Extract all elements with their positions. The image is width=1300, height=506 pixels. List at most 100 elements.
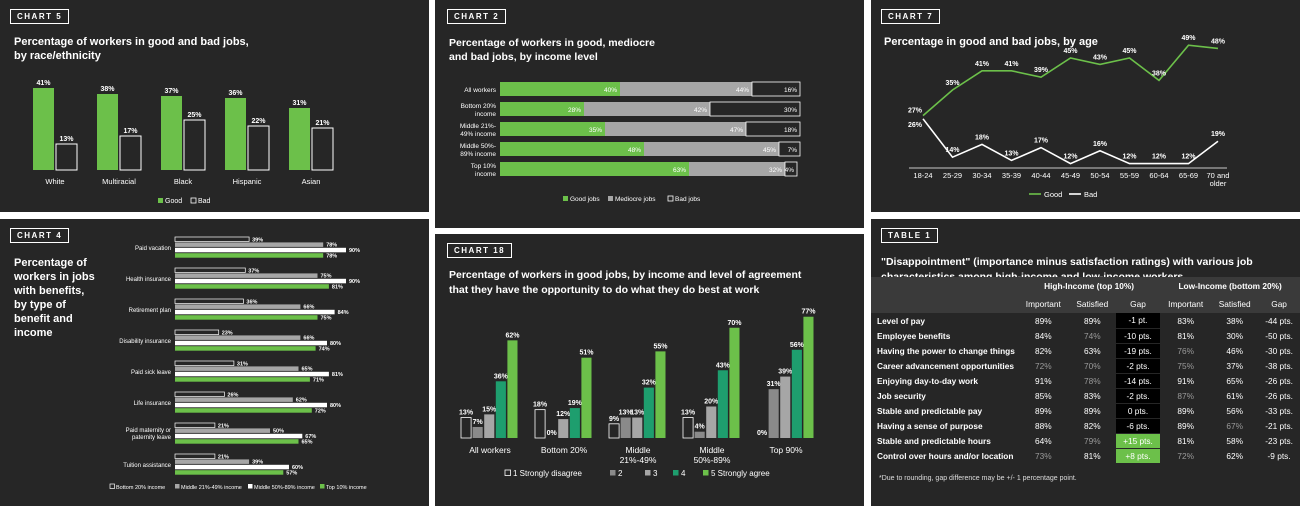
table1-cell: 89% [1084,315,1101,326]
chart4-bar-middle-low-3 [175,335,301,340]
chart7-value-label: 45% [1122,48,1137,55]
table1-cell: 89% [1035,315,1052,326]
table1-gap-high: +8 pts. [1115,448,1161,464]
table1-cell: 85% [1035,390,1052,401]
table-row: Stable and predictable hours 64% 79% +15 pt… [871,433,1300,449]
chart18-value-label: 39% [778,369,793,376]
chart7-title-line1: Percentage in good and bad jobs, by age [884,36,1098,48]
chart18-legend-3: 3 [653,469,658,478]
chart4-bar-bottom-1 [174,267,246,273]
chart4-value-label: 66% [303,336,314,342]
table1-column-header: Satisfied [1211,295,1259,313]
chart5-tag: CHART 5 [10,9,70,24]
chart4-category-label: Paid maternity or [126,428,171,434]
table1-gap-low: -26 pts. [1265,390,1293,401]
chart4-value-label: 39% [252,237,263,243]
table1-row-label: Having a sense of purpose [877,420,983,431]
table1-column-header: Gap [1258,295,1300,313]
table1-cell: 37% [1226,360,1243,371]
table1-gap-high: -2 pts. [1115,388,1161,404]
chart18-legend-swatch-4 [673,470,679,476]
chart18-value-label: 56% [790,342,805,349]
table1-cell: 84% [1035,330,1052,341]
chart7-value-label: 41% [975,61,990,68]
chart2-value-label: 28% [568,107,581,114]
chart18-bar-2-4 [768,389,779,438]
chart4-category-label: Tuition assistance [123,463,171,469]
chart18-value-label: 18% [533,402,548,409]
chart4-legend-swatch-top [320,484,325,489]
table-row: Having the power to change things 82% 63% -… [871,343,1300,359]
chart4-bar-bottom-2 [174,298,244,304]
chart5-value-label: 36% [228,90,243,97]
chart5-value-label: 25% [187,112,202,119]
chart4-category-label: Life insurance [134,401,172,407]
chart5-title-line2: by race/ethnicity [14,50,101,62]
chart2-bar-mediocre-3 [644,142,779,156]
chart18-value-label: 13% [681,410,696,417]
chart2-value-label: 42% [694,107,707,114]
chart7-value-label: 41% [1004,61,1019,68]
chart5-bar-bad-0 [55,143,78,171]
chart2-panel: CHART 2 Percentage of workers in good, m… [435,0,864,228]
table1-cell: 81% [1177,435,1194,446]
chart2-value-label: 47% [730,127,743,134]
chart7-value-label: 27% [908,108,923,115]
table1-panel: TABLE 1 "Disappointment" (importance min… [871,219,1300,506]
chart7-value-label: 39% [1034,67,1049,74]
chart18-bar-4-0 [495,381,506,438]
chart18-legend-swatch-1 [504,469,511,476]
chart2-category-label: 49% income [460,131,496,138]
chart18-value-label: 31% [767,381,782,388]
chart7-value-label: 12% [1122,154,1137,161]
chart2-value-label: 48% [628,147,641,154]
chart2-value-label: 32% [769,167,782,174]
chart7-category-label: 65-69 [1179,171,1198,180]
chart4-bar-middle-high-0 [175,247,346,253]
chart18-bar-1-0 [460,417,472,439]
chart18-category-label: All workers [469,445,511,455]
chart18-bar-3-0 [484,414,495,438]
table1-gap-high: -6 pts. [1115,418,1161,434]
chart5-category-label: White [45,177,64,186]
chart5-value-label: 41% [36,80,51,87]
table1-cell: 89% [1177,420,1194,431]
table1-cell: 91% [1035,375,1052,386]
table1-column-header: Important [1160,295,1212,313]
chart18-bar-4-3 [717,370,728,438]
table1-cell: 89% [1177,405,1194,416]
chart18-legend-1: 1 Strongly disagree [513,469,582,478]
table1-gap-low: -33 pts. [1265,405,1293,416]
chart2-category-label: Top 10% [471,163,497,170]
table1-cell: 89% [1084,405,1101,416]
chart5-svg: 41% 13% White 38% 17% Multiracial 37% 25% Black 3… [33,80,334,205]
table1-grid: High-Income (top 10%) Low-Income (bottom … [871,277,1300,464]
chart4-value-label: 90% [349,279,360,285]
chart18-bar-3-1 [558,419,569,438]
table1-cell: 65% [1226,375,1243,386]
table1-gap-high: -10 pts. [1115,328,1161,344]
table1-row-label: Career advancement opportunities [877,360,1014,371]
chart2-value-label: 45% [763,147,776,154]
chart7-category-label: 50-54 [1090,171,1109,180]
chart2-legend-mediocre: Mediocre jobs [615,196,656,203]
chart7-value-label: 19% [1211,131,1226,138]
chart18-title-line2: that they have the opportunity to do wha… [449,284,760,296]
table1-gap-high: -19 pts. [1115,343,1161,359]
chart2-category-label: Middle 21%- [460,123,496,130]
table1-group-high: High-Income (top 10%) [1017,277,1161,295]
chart7-value-label: 12% [1181,154,1196,161]
chart7-legend-bad: Bad [1084,190,1097,199]
table1-cell: 72% [1177,450,1194,461]
chart18-value-label: 36% [494,373,509,380]
chart4-title-line1: Percentage of [14,257,87,269]
table1-row-label: Stable and predictable hours [877,435,991,446]
chart4-bar-middle-high-7 [175,464,289,470]
chart4-bar-middle-high-6 [175,433,303,439]
chart5-legend-swatch-good [158,198,163,203]
chart2-category-label: All workers [464,87,497,94]
chart4-value-label: 81% [332,285,343,291]
chart4-title-line5: benefit and [14,313,73,325]
table1-cell: 30% [1226,330,1243,341]
table-row: Level of pay 89% 89% -1 pt. 83% 38% -44 pts. [871,313,1300,329]
